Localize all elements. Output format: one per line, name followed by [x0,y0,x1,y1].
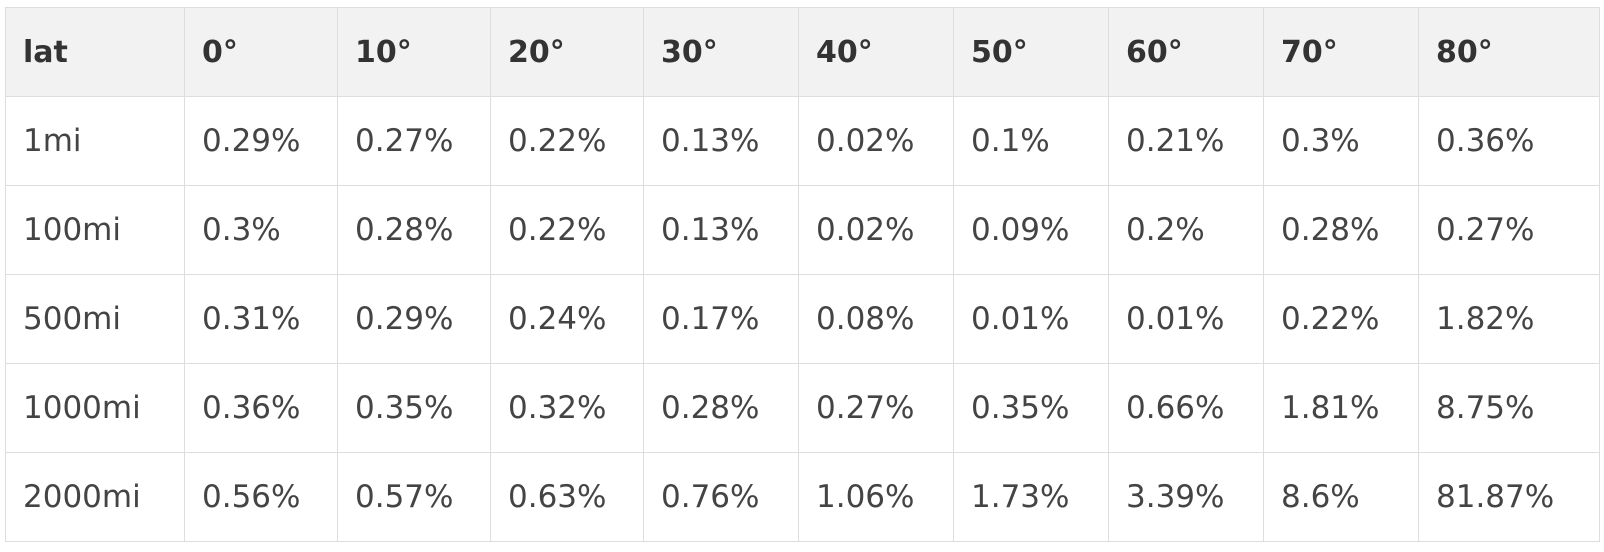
header-cell-30deg: 30° [643,7,799,97]
table-cell: 0.22% [490,96,644,186]
row-label-cell: 500mi [5,274,185,364]
row-label-cell: 2000mi [5,452,185,542]
table-cell: 8.75% [1418,363,1600,453]
table-cell: 0.32% [490,363,644,453]
header-cell-lat: lat [5,7,185,97]
table-cell: 8.6% [1263,452,1419,542]
table-cell: 0.01% [953,274,1109,364]
table-row: 1mi 0.29% 0.27% 0.22% 0.13% 0.02% 0.1% 0… [5,96,1600,186]
table-row: 1000mi 0.36% 0.35% 0.32% 0.28% 0.27% 0.3… [5,363,1600,453]
table-cell: 0.28% [337,185,491,275]
table-cell: 0.66% [1108,363,1264,453]
table-cell: 0.28% [643,363,799,453]
header-cell-20deg: 20° [490,7,644,97]
table-cell: 0.01% [1108,274,1264,364]
table-cell: 1.06% [798,452,954,542]
table-row: 500mi 0.31% 0.29% 0.24% 0.17% 0.08% 0.01… [5,274,1600,364]
table-cell: 0.28% [1263,185,1419,275]
table-cell: 0.13% [643,185,799,275]
header-cell-50deg: 50° [953,7,1109,97]
table-cell: 1.81% [1263,363,1419,453]
table-cell: 0.3% [184,185,338,275]
table-cell: 0.56% [184,452,338,542]
table-cell: 0.36% [184,363,338,453]
header-cell-40deg: 40° [798,7,954,97]
table-cell: 0.2% [1108,185,1264,275]
table-cell: 0.31% [184,274,338,364]
table-cell: 3.39% [1108,452,1264,542]
header-row: lat 0° 10° 20° 30° 40° 50° 60° 70° 80° [5,7,1600,97]
header-cell-0deg: 0° [184,7,338,97]
table-cell: 0.13% [643,96,799,186]
table-body: 1mi 0.29% 0.27% 0.22% 0.13% 0.02% 0.1% 0… [5,96,1600,542]
table-cell: 0.27% [337,96,491,186]
row-label-cell: 1mi [5,96,185,186]
row-label-cell: 1000mi [5,363,185,453]
table-row: 2000mi 0.56% 0.57% 0.63% 0.76% 1.06% 1.7… [5,452,1600,542]
table-cell: 0.57% [337,452,491,542]
table-cell: 0.36% [1418,96,1600,186]
header-cell-70deg: 70° [1263,7,1419,97]
table-cell: 0.09% [953,185,1109,275]
table-cell: 0.02% [798,96,954,186]
table-cell: 81.87% [1418,452,1600,542]
table-cell: 0.76% [643,452,799,542]
table-cell: 1.82% [1418,274,1600,364]
table-cell: 0.63% [490,452,644,542]
table-cell: 0.27% [798,363,954,453]
data-table: lat 0° 10° 20° 30° 40° 50° 60° 70° 80° 1… [5,7,1600,542]
table-cell: 0.21% [1108,96,1264,186]
table-cell: 0.22% [1263,274,1419,364]
table-cell: 0.1% [953,96,1109,186]
table-cell: 0.02% [798,185,954,275]
row-label-cell: 100mi [5,185,185,275]
table-cell: 0.27% [1418,185,1600,275]
table-cell: 0.29% [184,96,338,186]
table-header: lat 0° 10° 20° 30° 40° 50° 60° 70° 80° [5,7,1600,97]
table-cell: 0.35% [953,363,1109,453]
table-row: 100mi 0.3% 0.28% 0.22% 0.13% 0.02% 0.09%… [5,185,1600,275]
table-cell: 0.08% [798,274,954,364]
table-cell: 0.3% [1263,96,1419,186]
header-cell-60deg: 60° [1108,7,1264,97]
table-cell: 0.24% [490,274,644,364]
table-cell: 0.29% [337,274,491,364]
header-cell-80deg: 80° [1418,7,1600,97]
table-cell: 0.22% [490,185,644,275]
table-cell: 0.35% [337,363,491,453]
table-cell: 0.17% [643,274,799,364]
table-cell: 1.73% [953,452,1109,542]
header-cell-10deg: 10° [337,7,491,97]
